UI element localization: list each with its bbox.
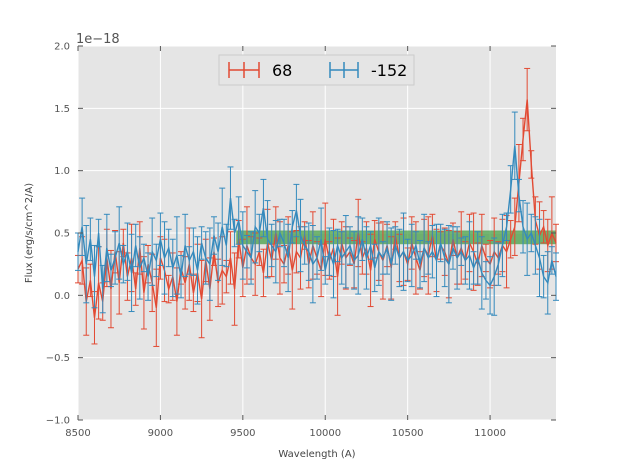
y-tick-label: −1.0 [46, 416, 70, 427]
x-tick-label: 11000 [474, 428, 506, 439]
y-offset-label: 1e−18 [76, 32, 120, 47]
y-tick-label: 1.5 [54, 104, 70, 115]
x-tick-label: 10000 [309, 428, 341, 439]
x-tick-label: 10500 [392, 428, 424, 439]
x-tick-label: 9500 [230, 428, 255, 439]
y-tick-label: 0.5 [54, 229, 70, 240]
series-layer [75, 67, 559, 347]
legend-label-minus-152: -152 [371, 61, 407, 80]
y-tick-label: 0.0 [54, 291, 70, 302]
legend-item-68: 68 [228, 61, 292, 80]
legend: 68 -152 [218, 54, 415, 86]
legend-item-minus-152: -152 [329, 61, 407, 80]
legend-label-68: 68 [272, 61, 292, 80]
x-tick-label: 9000 [148, 428, 173, 439]
y-axis-label: Flux (erg/s/cm^2/A) [24, 183, 35, 283]
x-tick-label: 8500 [65, 428, 90, 439]
axis-ticks: 8500 9000 9500 10000 10500 11000 −1.0 −0.5 0.0 0.… [46, 42, 556, 439]
y-tick-label: 1.0 [54, 166, 70, 177]
series-line [77, 145, 557, 290]
y-tick-label: −0.5 [46, 353, 70, 364]
series-minus-152 [75, 111, 559, 316]
y-tick-label: 2.0 [54, 42, 70, 53]
x-axis-label: Wavelength (A) [278, 449, 355, 460]
